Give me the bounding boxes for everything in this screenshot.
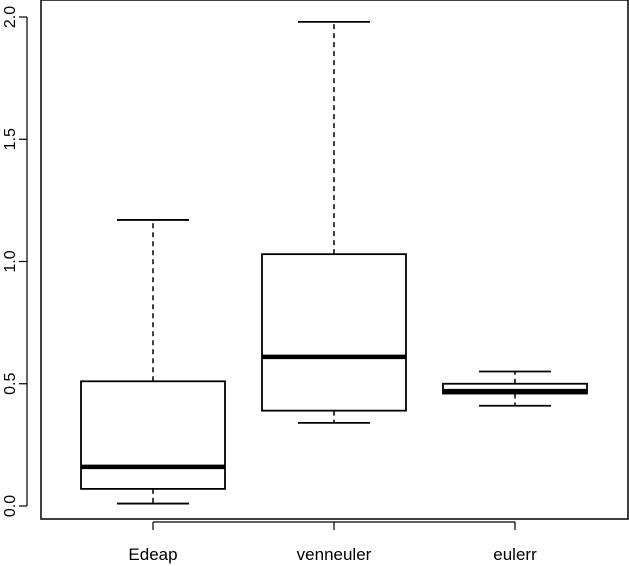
y-tick-label: 2.0 [2,6,19,28]
box-edeap [80,219,226,505]
box-venneuler [261,20,407,424]
box-eulerr [442,370,588,407]
y-tick-label: 0.5 [2,373,19,395]
plot-frame [40,0,629,520]
box-rect [442,382,588,395]
x-tick-label: venneuler [297,545,372,564]
boxes [80,20,588,505]
x-tick-label: Edeap [128,545,177,564]
y-tick-label: 0.0 [2,495,19,517]
box-rect [261,253,407,412]
y-tick-label: 1.0 [2,250,19,272]
x-tick-label: eulerr [493,545,537,564]
y-tick-label: 1.5 [2,128,19,150]
box-rect [80,380,226,490]
y-axis-ticks: 0.0 0.5 1.0 1.5 2.0 [2,6,27,517]
x-axis-ticks: Edeap venneuler eulerr [128,522,537,564]
